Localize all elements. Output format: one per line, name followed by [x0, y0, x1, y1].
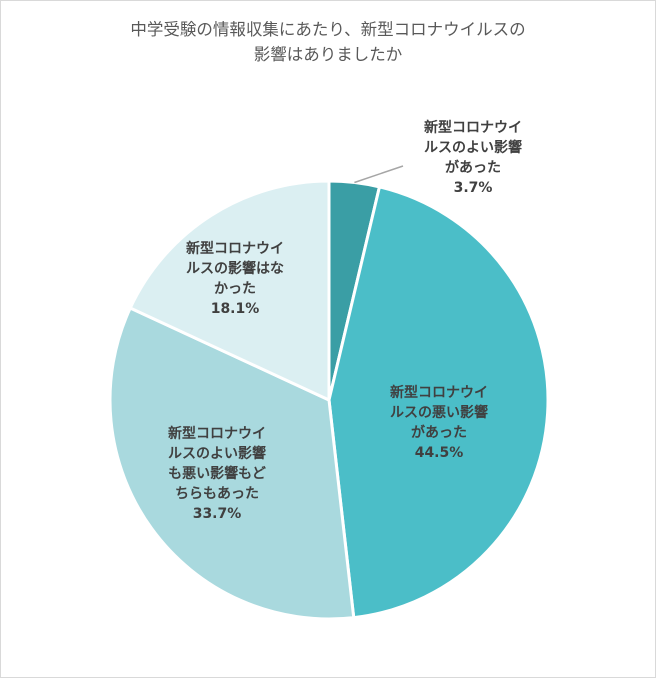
chart-title-line-1: 中学受験の情報収集にあたり、新型コロナウイルスの	[130, 20, 526, 39]
slice-4-label-line: 新型コロナウイ	[186, 240, 284, 257]
pie-slice-3	[108, 306, 356, 621]
slice-4-label-line: ルスの影響はな	[186, 260, 284, 277]
slice-1-label-line: 新型コロナウイ	[424, 119, 522, 136]
slice-1-label-line: ルスのよい影響	[424, 139, 522, 156]
slice-label-1: 新型コロナウイルスのよい影響があった 3.7%	[424, 119, 522, 196]
slice-3-label-line: ちらもあった	[175, 486, 259, 502]
leader-line-slice-1	[354, 165, 404, 184]
slice-label-2: 新型コロナウイルスの悪い影響があった 44.5%	[390, 384, 488, 461]
slice-3-label-line: 新型コロナウイ	[168, 425, 266, 442]
slice-1-label-line: があった	[445, 159, 501, 176]
slice-2-label-line: ルスの悪い影響	[390, 404, 488, 421]
slice-label-3: 新型コロナウイルスのよい影響も悪い影響もどちらもあった 33.7%	[168, 425, 266, 522]
slice-1-value-label: 3.7%	[454, 180, 493, 196]
slice-3-value-label: 33.7%	[193, 506, 242, 522]
chart-title-line-2: 影響はありましたか	[253, 45, 403, 64]
slice-4-value-label: 18.1%	[211, 301, 260, 317]
slice-2-label-line: があった	[411, 424, 467, 441]
slice-3-label-line: も悪い影響もど	[168, 465, 266, 482]
slice-2-value-label: 44.5%	[415, 445, 464, 461]
slice-label-4: 新型コロナウイルスの影響はなかった 18.1%	[186, 240, 284, 317]
slice-4-label-line: かった	[214, 281, 256, 297]
chart-title: 中学受験の情報収集にあたり、新型コロナウイルスの 影響はありましたか	[1, 17, 655, 67]
pie-slice-2	[327, 185, 550, 620]
pie-slice-4	[128, 179, 331, 402]
slice-3-label-line: ルスのよい影響	[168, 445, 266, 462]
slice-2-label-line: 新型コロナウイ	[390, 384, 488, 401]
